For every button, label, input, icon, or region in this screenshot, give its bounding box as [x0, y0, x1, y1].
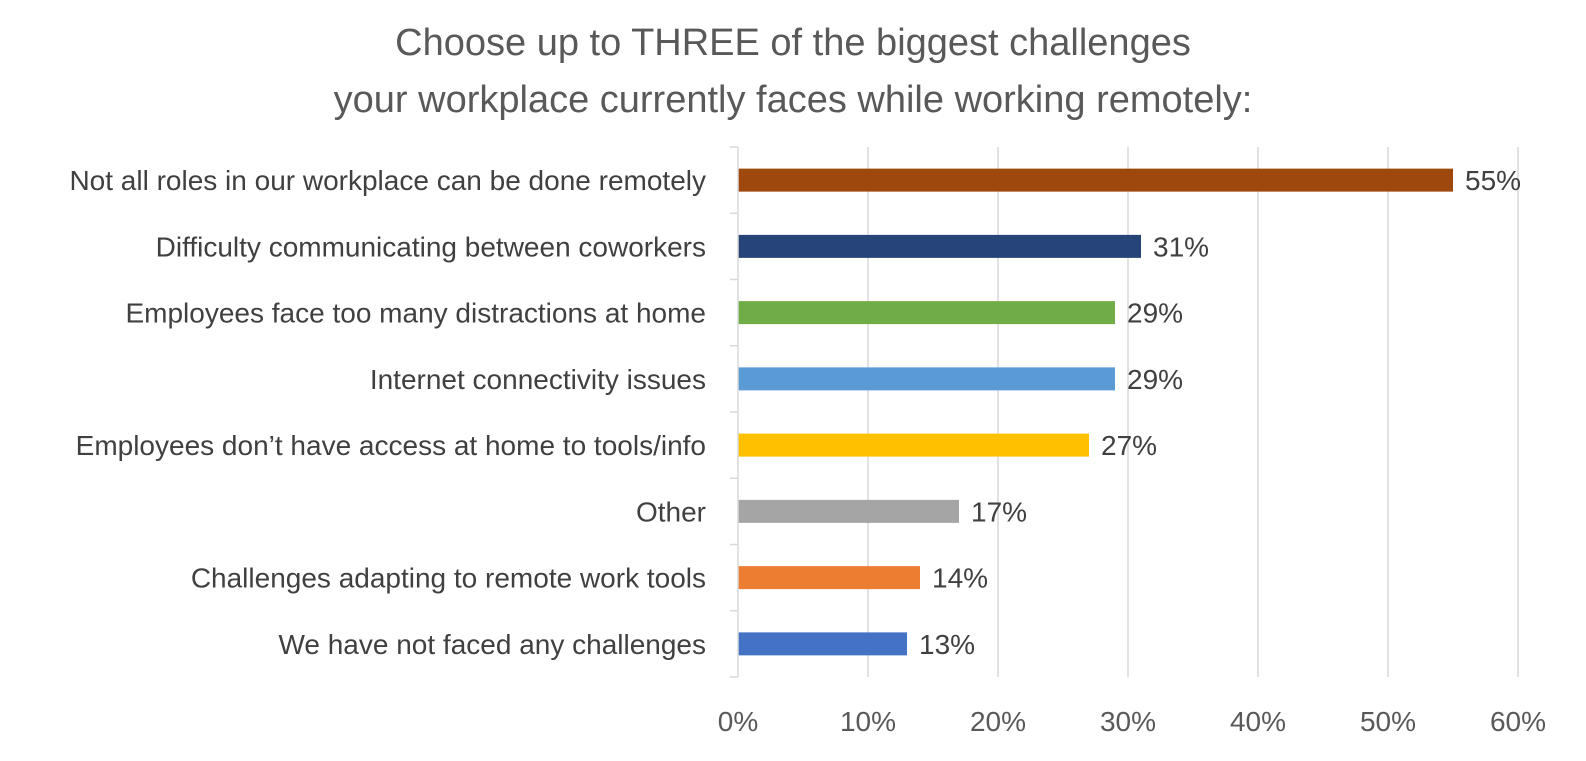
category-label: Internet connectivity issues — [370, 364, 706, 395]
bar — [738, 168, 1453, 192]
gridlines — [867, 147, 1519, 677]
x-tick-label: 30% — [1100, 706, 1156, 737]
chart-title-line-1: Choose up to THREE of the biggest challe… — [395, 22, 1191, 64]
x-tick-label: 10% — [840, 706, 896, 737]
bar — [738, 234, 1141, 258]
data-label: 13% — [919, 629, 975, 660]
category-label: Employees don’t have access at home to t… — [76, 430, 706, 461]
data-label: 29% — [1127, 298, 1183, 329]
category-label: Challenges adapting to remote work tools — [191, 563, 706, 594]
bar — [738, 499, 959, 523]
data-label: 55% — [1465, 165, 1521, 196]
bars — [738, 168, 1453, 656]
category-label: Other — [636, 496, 706, 527]
x-tick-label: 0% — [718, 706, 758, 737]
category-label: Not all roles in our workplace can be do… — [69, 165, 706, 196]
data-label: 31% — [1153, 231, 1209, 262]
bar — [738, 367, 1115, 391]
bar — [738, 433, 1089, 457]
data-label: 17% — [971, 496, 1027, 527]
category-label: Employees face too many distractions at … — [125, 298, 706, 329]
x-axis-tick-labels: 0% 10% 20% 30% 40% 50% 60% — [718, 706, 1546, 737]
data-label: 27% — [1101, 430, 1157, 461]
category-label: Difficulty communicating between coworke… — [156, 231, 706, 262]
category-labels: Not all roles in our workplace can be do… — [69, 165, 706, 660]
data-label: 29% — [1127, 364, 1183, 395]
x-tick-label: 40% — [1230, 706, 1286, 737]
x-tick-label: 50% — [1360, 706, 1416, 737]
x-tick-label: 20% — [970, 706, 1026, 737]
bar — [738, 632, 907, 656]
chart-title-line-2: your workplace currently faces while wor… — [333, 79, 1253, 121]
y-axis — [730, 146, 739, 678]
bar — [738, 301, 1115, 325]
bar — [738, 566, 920, 590]
data-label: 14% — [932, 563, 988, 594]
data-labels: 55% 31% 29% 29% 27% 17% 14% 13% — [919, 165, 1521, 660]
category-label: We have not faced any challenges — [278, 629, 706, 660]
x-tick-label: 60% — [1490, 706, 1546, 737]
